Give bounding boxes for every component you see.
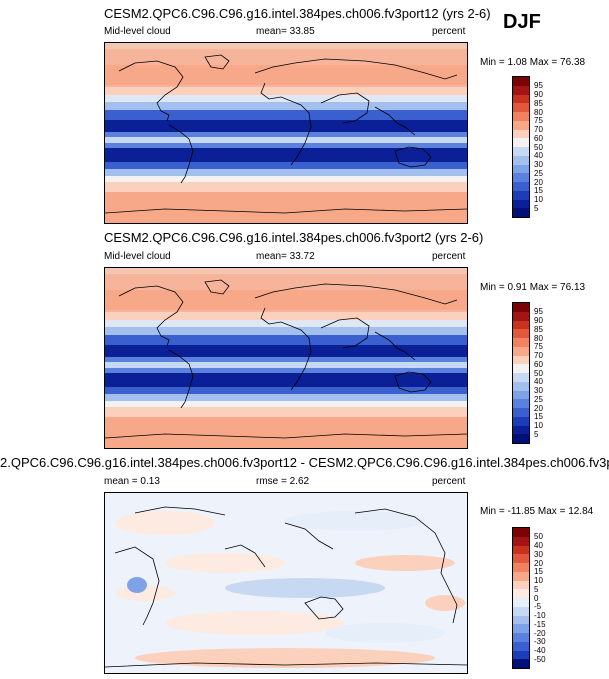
panel3-colorbar bbox=[512, 527, 530, 669]
panel1-tick: 60 bbox=[534, 134, 543, 143]
panel1-coastlines bbox=[105, 54, 467, 214]
panel1-tick: 10 bbox=[534, 195, 543, 204]
panel2-minmax-label: Min = 0.91 Max = 76.13 bbox=[480, 282, 586, 293]
panel3-tick: 10 bbox=[534, 576, 543, 585]
panel1-mean-label: mean= 33.85 bbox=[256, 26, 315, 37]
panel2-tick: 15 bbox=[534, 412, 543, 421]
panel2-cloud-map bbox=[104, 267, 468, 449]
panel1-title: CESM2.QPC6.C96.C96.g16.intel.384pes.ch00… bbox=[104, 6, 491, 21]
panel2-tick: 85 bbox=[534, 325, 543, 334]
panel2-mean-label: mean= 33.72 bbox=[256, 251, 315, 262]
season-label: DJF bbox=[503, 11, 541, 33]
panel3-tick: 20 bbox=[534, 559, 543, 568]
panel2-tick: 90 bbox=[534, 316, 543, 325]
panel2-tick: 75 bbox=[534, 342, 543, 351]
panel1-tick: 50 bbox=[534, 143, 543, 152]
panel2-tick: 30 bbox=[534, 386, 543, 395]
panel3-minmax-label: Min = -11.85 Max = 12.84 bbox=[480, 506, 594, 517]
panel1-tick: 75 bbox=[534, 116, 543, 125]
panel3-title: 2.QPC6.C96.C96.g16.intel.384pes.ch006.fv… bbox=[0, 455, 609, 470]
panel3-rmse-label: rmse = 2.62 bbox=[256, 476, 310, 487]
panel3-tick: -15 bbox=[534, 620, 546, 629]
panel2-units-label: percent bbox=[432, 251, 466, 262]
panel2-colorbar bbox=[512, 302, 530, 444]
panel3-tick: 15 bbox=[534, 567, 543, 576]
panel2-tick: 95 bbox=[534, 307, 543, 316]
panel1-minmax-label: Min = 1.08 Max = 76.38 bbox=[480, 57, 586, 68]
panel1-tick: 5 bbox=[534, 204, 539, 213]
panel1-tick: 80 bbox=[534, 108, 543, 117]
panel1-tick: 20 bbox=[534, 178, 543, 187]
panel2-tick: 5 bbox=[534, 430, 539, 439]
panel2-tick: 40 bbox=[534, 377, 543, 386]
panel2-tick: 20 bbox=[534, 404, 543, 413]
panel3-units-label: percent bbox=[432, 476, 466, 487]
panel1-tick: 15 bbox=[534, 186, 543, 195]
panel3-coastlines bbox=[105, 506, 467, 668]
panel3-tick: 5 bbox=[534, 585, 539, 594]
panel1-tick: 90 bbox=[534, 90, 543, 99]
panel1-colorbar bbox=[512, 76, 530, 218]
panel2-tick: 50 bbox=[534, 369, 543, 378]
panel2-tick: 60 bbox=[534, 360, 543, 369]
panel3-tick: -40 bbox=[534, 646, 546, 655]
panel1-tick: 85 bbox=[534, 99, 543, 108]
panel1-cloud-map bbox=[104, 42, 468, 224]
panel1-variable-label: Mid-level cloud bbox=[104, 26, 171, 37]
panel2-variable-label: Mid-level cloud bbox=[104, 251, 171, 262]
panel2-tick: 80 bbox=[534, 334, 543, 343]
panel1-units-label: percent bbox=[432, 26, 466, 37]
panel2-tick: 25 bbox=[534, 395, 543, 404]
panel2-tick: 70 bbox=[534, 351, 543, 360]
panel3-tick: -50 bbox=[534, 655, 546, 664]
panel3-tick: 40 bbox=[534, 541, 543, 550]
panel2-title: CESM2.QPC6.C96.C96.g16.intel.384pes.ch00… bbox=[104, 230, 484, 245]
panel3-tick: 30 bbox=[534, 550, 543, 559]
panel2-tick: 10 bbox=[534, 421, 543, 430]
panel1-tick: 70 bbox=[534, 125, 543, 134]
panel3-tick: 0 bbox=[534, 594, 539, 603]
panel3-tick: -10 bbox=[534, 611, 546, 620]
panel1-tick: 40 bbox=[534, 151, 543, 160]
panel2-coastlines bbox=[105, 279, 467, 439]
panel1-tick: 25 bbox=[534, 169, 543, 178]
panel3-difference-map bbox=[104, 492, 468, 674]
panel3-tick: 50 bbox=[534, 532, 543, 541]
panel1-tick: 95 bbox=[534, 81, 543, 90]
panel1-tick: 30 bbox=[534, 160, 543, 169]
panel3-tick: -5 bbox=[534, 602, 542, 611]
panel3-tick: -20 bbox=[534, 629, 546, 638]
panel3-mean-label: mean = 0.13 bbox=[104, 476, 160, 487]
panel3-tick: -30 bbox=[534, 637, 546, 646]
